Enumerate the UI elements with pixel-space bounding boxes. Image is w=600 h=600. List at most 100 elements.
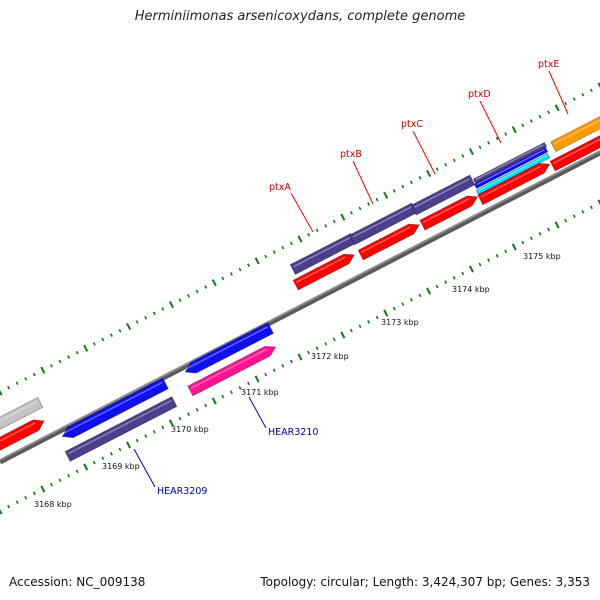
- tick-mark: [144, 434, 148, 438]
- tick-mark: [297, 235, 303, 243]
- gene-label-ptxE: ptxE: [538, 59, 559, 70]
- tick-mark: [254, 257, 260, 265]
- gene-features: [0, 116, 600, 462]
- tick-mark: [118, 329, 122, 333]
- tick-mark: [58, 359, 62, 364]
- tick-mark: [511, 126, 517, 134]
- tick-mark: [135, 438, 139, 443]
- tick-mark: [238, 267, 242, 272]
- tick-mark: [7, 504, 11, 509]
- tick-mark: [15, 500, 19, 504]
- tick-mark: [468, 148, 474, 156]
- tick-mark: [187, 294, 191, 298]
- tick-mark: [101, 337, 105, 342]
- leader-HEAR3210: [248, 396, 267, 429]
- tick-mark: [452, 158, 456, 163]
- gene-left-red: [0, 419, 45, 451]
- tick-mark: [315, 228, 319, 233]
- tick-mark: [383, 191, 389, 199]
- leader-ptxB: [352, 160, 374, 205]
- tick-mark: [504, 132, 508, 136]
- tick-mark: [281, 364, 285, 368]
- tick-mark: [461, 154, 465, 158]
- tick-mark: [572, 97, 576, 101]
- tick-mark: [24, 377, 28, 381]
- tick-mark: [478, 262, 482, 267]
- gene-HEAR3209-navy: [64, 396, 178, 462]
- tick-mark: [24, 496, 28, 500]
- tick-mark: [32, 491, 36, 496]
- tick-mark: [375, 315, 379, 320]
- tick-mark: [589, 88, 593, 93]
- tick-mark: [418, 293, 422, 298]
- tick-mark: [187, 412, 191, 416]
- tick-mark: [521, 240, 525, 245]
- tick-mark: [340, 331, 346, 339]
- gene-HEAR3209-blue: [61, 377, 169, 439]
- tick-mark: [324, 342, 328, 346]
- tick-marks: [0, 82, 600, 515]
- gene-labels: ptxA ptxB ptxC ptxD ptxE HEAR3210 HEAR32…: [157, 59, 559, 497]
- tick-mark: [581, 210, 585, 214]
- tick-mark: [597, 82, 600, 89]
- tick-mark: [221, 276, 225, 281]
- tick-mark: [538, 114, 542, 119]
- tick-mark: [221, 394, 225, 399]
- outer-tick-row: [0, 82, 600, 396]
- tick-mark: [452, 276, 456, 280]
- tick-mark: [554, 221, 560, 229]
- tick-mark: [564, 101, 568, 106]
- leader-ptxE: [548, 70, 569, 115]
- leader-ptxD: [479, 100, 502, 144]
- tick-mark: [538, 232, 542, 236]
- tick-mark: [409, 298, 413, 302]
- tick-mark: [444, 280, 448, 284]
- tick-mark: [564, 218, 568, 223]
- tick-mark: [15, 381, 19, 386]
- gene-ptxC-lower: [419, 195, 479, 231]
- tick-mark: [238, 386, 242, 390]
- tick-mark: [444, 162, 448, 167]
- gene-label-ptxD: ptxD: [468, 89, 491, 100]
- tick-mark: [581, 92, 585, 97]
- tick-mark: [7, 385, 11, 390]
- scale-label-3174: 3174 kbp: [452, 285, 490, 294]
- tick-mark: [315, 346, 319, 350]
- tick-mark: [332, 337, 336, 342]
- tick-mark: [118, 447, 122, 452]
- tick-mark: [511, 243, 517, 251]
- gene-label-ptxB: ptxB: [340, 149, 362, 160]
- tick-mark: [409, 180, 413, 184]
- tick-mark: [49, 482, 53, 487]
- tick-mark: [281, 245, 285, 250]
- tick-mark: [349, 328, 353, 333]
- scale-label-3168: 3168 kbp: [34, 500, 72, 509]
- tick-mark: [289, 241, 293, 246]
- tick-mark: [152, 311, 156, 316]
- tick-mark: [332, 219, 336, 224]
- tick-mark: [367, 202, 371, 206]
- tick-mark: [204, 285, 208, 289]
- tick-mark: [211, 279, 217, 287]
- gene-label-HEAR3210: HEAR3210: [268, 427, 318, 438]
- tick-mark: [32, 372, 36, 377]
- gene-left-gray: [0, 397, 44, 430]
- tick-mark: [195, 408, 199, 412]
- tick-mark: [358, 206, 362, 211]
- tick-mark: [40, 485, 46, 493]
- gene-ptxB-lower: [357, 223, 421, 261]
- inner-tick-row: [0, 199, 600, 515]
- tick-mark: [264, 372, 268, 377]
- tick-mark: [49, 363, 53, 368]
- tick-mark: [254, 375, 260, 383]
- tick-mark: [247, 263, 251, 268]
- tick-mark: [40, 366, 46, 374]
- tick-mark: [0, 389, 3, 396]
- tick-mark: [178, 416, 182, 421]
- tick-mark: [375, 197, 379, 202]
- tick-mark: [58, 478, 62, 482]
- tick-mark: [229, 272, 233, 276]
- tick-mark: [529, 119, 533, 123]
- tick-mark: [109, 333, 113, 337]
- gene-HEAR3210-blue: [184, 322, 274, 374]
